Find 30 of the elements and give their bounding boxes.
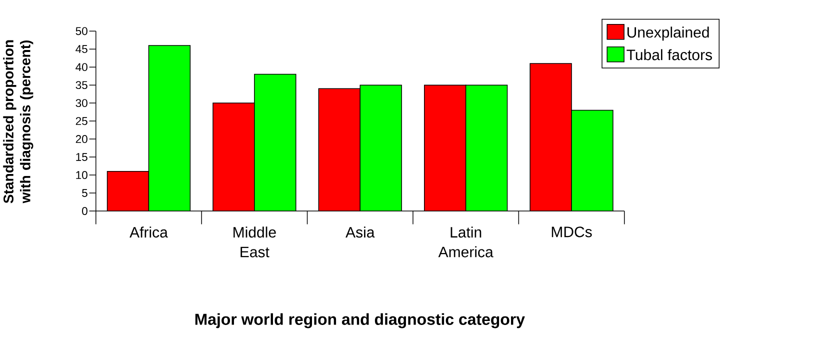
x-tick-label: Africa [130, 226, 168, 238]
x-tick-label: Asia [346, 226, 375, 238]
y-tick-label: 5 [82, 188, 88, 197]
bar [107, 171, 149, 211]
y-tick-label: 15 [76, 152, 88, 161]
bar [571, 110, 614, 211]
legend-label: Tubal factors [626, 48, 712, 60]
bar [318, 88, 360, 211]
bar [360, 84, 402, 211]
y-tick-label: 10 [76, 170, 88, 179]
y-tick-label: 20 [76, 134, 88, 143]
y-axis-title: Standardized proportion with diagnosis (percent) [3, 40, 34, 204]
bar [212, 102, 254, 211]
bar [254, 74, 296, 211]
y-tick-label: 30 [76, 98, 88, 107]
bar [148, 45, 190, 211]
y-tick-label: 50 [76, 26, 88, 35]
bar [530, 62, 572, 211]
bar [424, 84, 466, 211]
y-tick-label: 35 [76, 80, 88, 89]
bar [466, 84, 508, 211]
y-tick-label: 40 [76, 62, 88, 71]
x-axis-title: Major world region and diagnostic category [195, 313, 525, 328]
y-tick-label: 25 [76, 116, 88, 125]
x-tick-label: Latin America [438, 226, 494, 258]
y-tick-label: 45 [76, 44, 88, 53]
x-tick-label: MDCs [552, 226, 592, 237]
y-tick-label: 0 [82, 206, 88, 215]
x-tick-label: Middle East [234, 226, 276, 258]
legend-label: Unexplained [627, 26, 709, 40]
